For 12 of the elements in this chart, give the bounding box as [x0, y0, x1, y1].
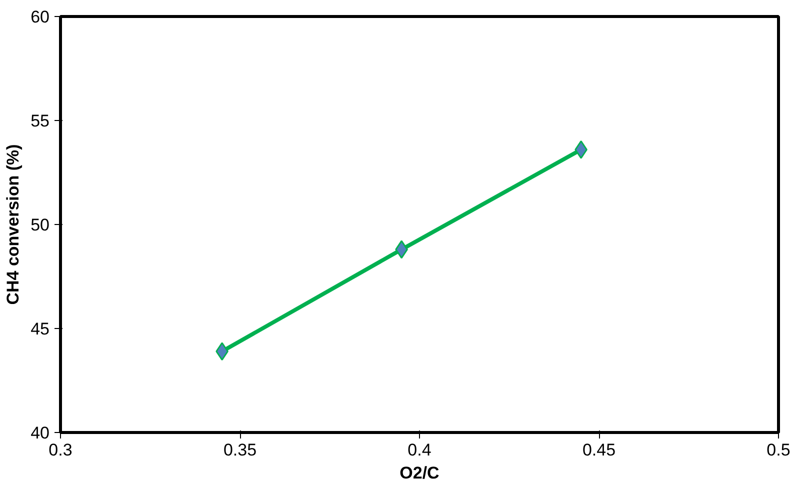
x-tick-label: 0.5 [766, 440, 790, 460]
y-tick-label: 60 [30, 8, 50, 26]
y-axis-title: CH4 conversion (%) [4, 144, 23, 305]
y-tick-label: 50 [30, 216, 50, 234]
y-tick-label: 40 [30, 424, 50, 442]
x-tick-label: 0.3 [48, 440, 72, 460]
x-tick-label: 0.4 [408, 440, 432, 460]
x-tick-label: 0.35 [223, 440, 257, 460]
x-tick-label: 0.45 [582, 440, 616, 460]
x-axis-title: O2/C [400, 464, 440, 482]
y-tick-label: 45 [30, 320, 50, 338]
y-tick-label: 55 [30, 112, 50, 130]
